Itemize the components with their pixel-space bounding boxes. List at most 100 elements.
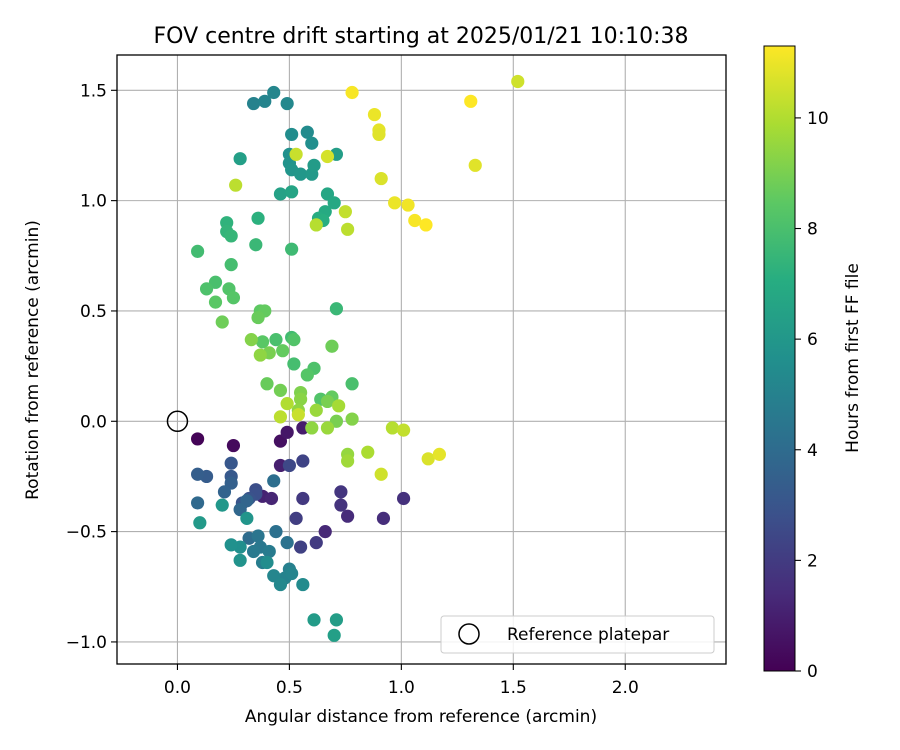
scatter-point [307,158,321,172]
scatter-point [327,628,341,642]
scatter-point [318,525,332,539]
scatter-point [233,553,247,567]
y-tick-label: 0.0 [80,412,107,432]
colorbar: 0 2 4 6 8 10 Hours from first FF file [763,45,863,682]
scatter-point [253,348,267,362]
scatter-point [285,127,299,142]
scatter-point [374,171,388,186]
scatter-point [224,456,238,470]
scatter-point [396,491,411,506]
x-tick-label: 0.0 [164,678,191,698]
x-tick-label: 2.0 [612,678,639,698]
scatter-point [260,555,274,570]
scatter-point [191,496,205,510]
scatter-point [289,147,303,161]
scatter-point [251,310,265,325]
scatter-point [511,74,525,89]
scatter-point [224,538,238,552]
scatter-point [320,421,335,435]
scatter-point [233,152,247,166]
scatter-point [396,423,411,437]
scatter-point [240,511,254,525]
legend-reference-icon [458,623,480,645]
scatter-point [280,536,294,550]
scatter-point [251,529,265,543]
x-tick-label: 0.5 [276,678,303,698]
scatter-point [215,315,229,329]
colorbar-tick-label: 8 [807,220,818,240]
scatter-point [309,536,323,550]
scatter-point [246,96,261,111]
x-tick-label: 1.5 [500,678,527,698]
scatter-point [305,136,319,150]
scatter-point [296,454,310,468]
scatter-point [345,412,359,426]
scatter-point [468,158,482,172]
scatter-point [258,94,272,108]
colorbar-gradient [763,45,796,672]
scatter-point [191,432,205,446]
legend-box [440,615,715,654]
colorbar-tick-label: 4 [807,441,818,461]
x-axis-label: Angular distance from reference (arcmin) [245,707,597,727]
x-tick-label: 1.0 [388,678,415,698]
scatter-point [215,498,229,512]
scatter-point [262,544,276,559]
plot-frame [116,54,727,665]
scatter-point [289,511,303,525]
colorbar-tick-label: 10 [807,109,829,129]
y-axis-ticks: −1.0 −0.5 0.0 0.5 1.0 1.5 [66,81,117,653]
y-tick-label: 0.5 [80,302,107,322]
colorbar-tick-label: 0 [807,662,818,682]
scatter-point [285,242,299,256]
scatter-point [309,403,323,417]
scatter-point [280,425,294,439]
chart-title: FOV centre drift starting at 2025/01/21 … [154,24,689,49]
scatter-point [287,333,301,347]
scatter-point [432,447,447,461]
scatter-point [276,344,290,358]
scatter-point [296,577,310,592]
scatter-point [332,399,346,413]
scatter-point [372,127,386,142]
scatter-point [208,295,223,309]
scatter-point [267,85,281,100]
scatter-point [226,438,241,453]
scatter-point [401,198,415,212]
scatter-point [191,244,205,258]
scatter-point [385,421,399,435]
colorbar-tick-label: 6 [807,330,818,350]
scatter-point [361,445,375,459]
scatter-point [280,397,294,411]
scatter-point [464,94,478,108]
scatter-point [320,149,335,164]
scatter-point [334,485,348,499]
scatter-point [273,187,288,201]
colorbar-label: Hours from first FF file [843,263,863,453]
scatter-point [367,107,382,122]
y-axis-label: Rotation from reference (arcmin) [23,220,43,500]
scatter-point [329,613,344,627]
scatter-point [329,302,344,316]
scatter-point [264,491,279,506]
colorbar-tick-label: 2 [807,551,818,571]
scatter-point [327,196,341,210]
scatter-point [341,222,355,236]
scatter-point [325,339,339,353]
scatter-point [285,566,299,581]
scatter-point [374,467,388,481]
scatter-point [269,525,283,539]
scatter-points [191,74,525,642]
scatter-point [193,516,207,530]
y-tick-label: −0.5 [66,523,107,543]
scatter-point [293,392,308,406]
scatter-point [246,544,261,559]
reference-point-marker [166,410,189,433]
scatter-point [251,211,265,225]
scatter-point [280,96,294,111]
scatter-point [229,178,243,192]
scatter-point [249,238,263,252]
scatter-point [293,540,308,554]
scatter-point [300,368,314,382]
